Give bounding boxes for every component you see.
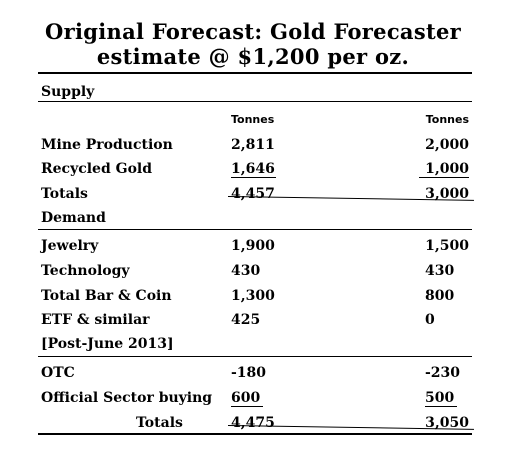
row-recycled-gold-v1: 1,646: [231, 161, 275, 177]
section-heading-demand: Demand: [41, 210, 106, 226]
row-demand-totals-label: Totals: [136, 415, 183, 431]
row-official-sector-v1: 600: [231, 390, 261, 406]
row-recycled-gold-v2: 1,000: [425, 161, 469, 177]
row-jewelry-label: Jewelry: [41, 238, 99, 254]
row-recycled-gold-label: Recycled Gold: [41, 161, 153, 177]
row-otc-label: OTC: [41, 365, 75, 381]
rule-top: [38, 72, 472, 74]
row-mine-production-v1: 2,811: [231, 137, 275, 153]
underline-official-v1: [231, 406, 263, 407]
row-etf-label: ETF & similar: [41, 312, 150, 328]
rule-bottom: [38, 433, 472, 435]
row-otc-v2: -230: [425, 365, 461, 381]
row-jewelry-v2: 1,500: [425, 238, 469, 254]
row-official-sector-label: Official Sector buying: [41, 390, 213, 406]
row-technology-label: Technology: [41, 263, 130, 279]
rule-under-demand: [38, 229, 472, 230]
row-demand-totals-v2: 3,050: [425, 415, 469, 431]
underline-recycled-v2: [419, 177, 469, 178]
col1-header: Tonnes: [231, 113, 275, 126]
underline-recycled-v1: [231, 177, 276, 178]
row-bar-coin-v1: 1,300: [231, 288, 275, 304]
row-bar-coin-label: Total Bar & Coin: [41, 288, 172, 304]
row-demand-totals-v1: 4,475: [231, 415, 275, 431]
row-mine-production-v2: 2,000: [425, 137, 469, 153]
row-supply-totals-v1: 4,457: [231, 186, 275, 202]
section-heading-supply: Supply: [41, 84, 95, 100]
rule-under-supply: [38, 101, 472, 102]
row-official-sector-v2: 500: [425, 390, 455, 406]
row-technology-v1: 430: [231, 263, 261, 279]
row-mine-production-label: Mine Production: [41, 137, 173, 153]
title-line-2: estimate @ $1,200 per oz.: [96, 44, 410, 69]
row-supply-totals-label: Totals: [41, 186, 88, 202]
section-heading-post-june: [Post-June 2013]: [41, 336, 174, 352]
row-etf-v2: 0: [425, 312, 435, 328]
rule-under-post-june: [38, 356, 472, 357]
row-jewelry-v1: 1,900: [231, 238, 275, 254]
col2-header: Tonnes: [425, 113, 469, 126]
row-technology-v2: 430: [425, 263, 455, 279]
title-line-1: Original Forecast: Gold Forecaster: [45, 19, 461, 44]
row-otc-v1: -180: [231, 365, 267, 381]
underline-official-v2: [425, 406, 457, 407]
row-supply-totals-v2: 3,000: [425, 186, 469, 202]
row-etf-v1: 425: [231, 312, 261, 328]
row-bar-coin-v2: 800: [425, 288, 455, 304]
